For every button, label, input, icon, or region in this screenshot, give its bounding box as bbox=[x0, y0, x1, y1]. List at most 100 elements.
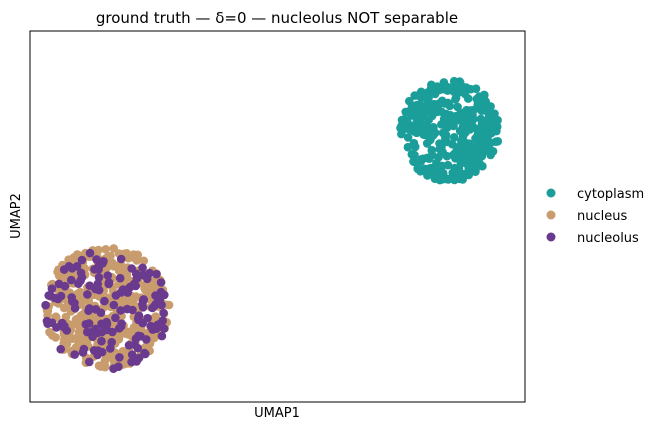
point-cytoplasm bbox=[439, 173, 449, 183]
point-cytoplasm bbox=[419, 111, 428, 121]
point-nucleus bbox=[133, 250, 143, 260]
point-nucleolus bbox=[92, 255, 101, 264]
point-nucleolus bbox=[76, 268, 86, 278]
point-nucleus bbox=[45, 327, 54, 337]
point-nucleolus bbox=[115, 353, 124, 362]
x-axis-label: UMAP1 bbox=[254, 406, 300, 421]
point-cytoplasm bbox=[417, 93, 426, 103]
legend: cytoplasm nucleus nucleolus bbox=[546, 187, 644, 246]
point-nucleus bbox=[71, 343, 81, 352]
point-nucleolus bbox=[156, 287, 166, 297]
point-nucleolus bbox=[72, 262, 82, 271]
point-cytoplasm bbox=[451, 95, 460, 104]
point-cytoplasm bbox=[471, 84, 481, 93]
point-cytoplasm bbox=[455, 77, 465, 86]
point-nucleus bbox=[101, 245, 110, 254]
point-nucleolus bbox=[88, 328, 97, 338]
point-nucleolus bbox=[155, 296, 165, 306]
y-axis-label: UMAP2 bbox=[9, 193, 24, 239]
point-cytoplasm bbox=[435, 139, 444, 148]
point-cytoplasm bbox=[448, 168, 458, 178]
point-nucleolus bbox=[85, 304, 94, 313]
point-nucleolus bbox=[131, 281, 140, 291]
legend-marker-nucleus bbox=[546, 210, 556, 220]
legend-label-nucleolus: nucleolus bbox=[577, 231, 639, 246]
point-cytoplasm bbox=[422, 139, 432, 148]
point-nucleolus bbox=[111, 313, 120, 323]
point-cytoplasm bbox=[443, 121, 453, 131]
point-nucleolus bbox=[159, 324, 169, 333]
point-cytoplasm bbox=[481, 134, 490, 143]
point-cytoplasm bbox=[397, 129, 406, 139]
point-cytoplasm bbox=[450, 175, 459, 185]
point-cytoplasm bbox=[452, 144, 462, 154]
point-nucleolus bbox=[56, 291, 66, 301]
point-nucleolus bbox=[127, 264, 136, 273]
point-nucleolus bbox=[96, 308, 106, 318]
point-nucleolus bbox=[104, 279, 113, 289]
point-cytoplasm bbox=[413, 164, 423, 174]
chart-title: ground truth — δ=0 — nucleolus NOT separ… bbox=[96, 9, 458, 27]
point-nucleus bbox=[61, 312, 71, 322]
point-cytoplasm bbox=[450, 151, 459, 161]
point-nucleolus bbox=[122, 304, 132, 314]
point-nucleolus bbox=[60, 321, 69, 331]
point-cytoplasm bbox=[463, 94, 473, 103]
point-cytoplasm bbox=[406, 121, 415, 130]
point-nucleolus bbox=[139, 295, 148, 305]
point-nucleolus bbox=[115, 273, 125, 283]
point-cytoplasm bbox=[437, 161, 447, 171]
point-nucleolus bbox=[97, 336, 106, 346]
point-nucleolus bbox=[85, 248, 95, 258]
point-nucleolus bbox=[116, 306, 125, 315]
point-nucleolus bbox=[83, 290, 92, 299]
point-nucleolus bbox=[159, 308, 168, 318]
point-nucleus bbox=[131, 292, 141, 301]
point-nucleolus bbox=[84, 319, 94, 328]
point-nucleolus bbox=[100, 296, 109, 306]
point-cytoplasm bbox=[437, 96, 447, 106]
point-nucleolus bbox=[47, 318, 57, 328]
point-nucleolus bbox=[79, 344, 89, 354]
point-nucleolus bbox=[103, 271, 113, 280]
point-nucleolus bbox=[60, 281, 70, 291]
point-nucleolus bbox=[157, 331, 167, 341]
point-nucleolus bbox=[47, 284, 57, 294]
point-cytoplasm bbox=[403, 133, 413, 142]
point-cytoplasm bbox=[449, 133, 459, 142]
point-cytoplasm bbox=[438, 84, 448, 94]
point-cytoplasm bbox=[479, 95, 489, 104]
point-nucleolus bbox=[138, 263, 147, 273]
point-nucleus bbox=[149, 333, 159, 343]
point-nucleus bbox=[164, 300, 174, 310]
point-nucleolus bbox=[107, 337, 116, 347]
point-nucleolus bbox=[67, 275, 76, 285]
point-cytoplasm bbox=[471, 167, 480, 176]
legend-label-cytoplasm: cytoplasm bbox=[577, 187, 644, 202]
point-nucleolus bbox=[97, 347, 107, 357]
point-cytoplasm bbox=[466, 106, 475, 115]
point-cytoplasm bbox=[468, 122, 478, 131]
point-cytoplasm bbox=[401, 107, 411, 117]
point-cytoplasm bbox=[454, 115, 464, 124]
point-nucleolus bbox=[41, 300, 50, 310]
point-cytoplasm bbox=[410, 142, 420, 152]
point-nucleus bbox=[66, 255, 76, 264]
point-cytoplasm bbox=[460, 144, 469, 154]
point-nucleolus bbox=[116, 254, 126, 264]
point-nucleolus bbox=[74, 279, 83, 289]
point-nucleus bbox=[141, 285, 150, 295]
point-nucleolus bbox=[77, 255, 87, 265]
point-cytoplasm bbox=[410, 150, 419, 160]
point-nucleolus bbox=[111, 291, 121, 300]
legend-label-nucleus: nucleus bbox=[577, 209, 627, 224]
legend-marker-nucleolus bbox=[546, 232, 556, 242]
point-cytoplasm bbox=[464, 170, 474, 180]
point-cytoplasm bbox=[423, 100, 433, 110]
point-cytoplasm bbox=[456, 108, 466, 118]
point-cytoplasm bbox=[424, 154, 434, 163]
point-nucleus bbox=[59, 335, 69, 345]
point-nucleolus bbox=[85, 357, 94, 367]
point-nucleolus bbox=[156, 278, 166, 287]
